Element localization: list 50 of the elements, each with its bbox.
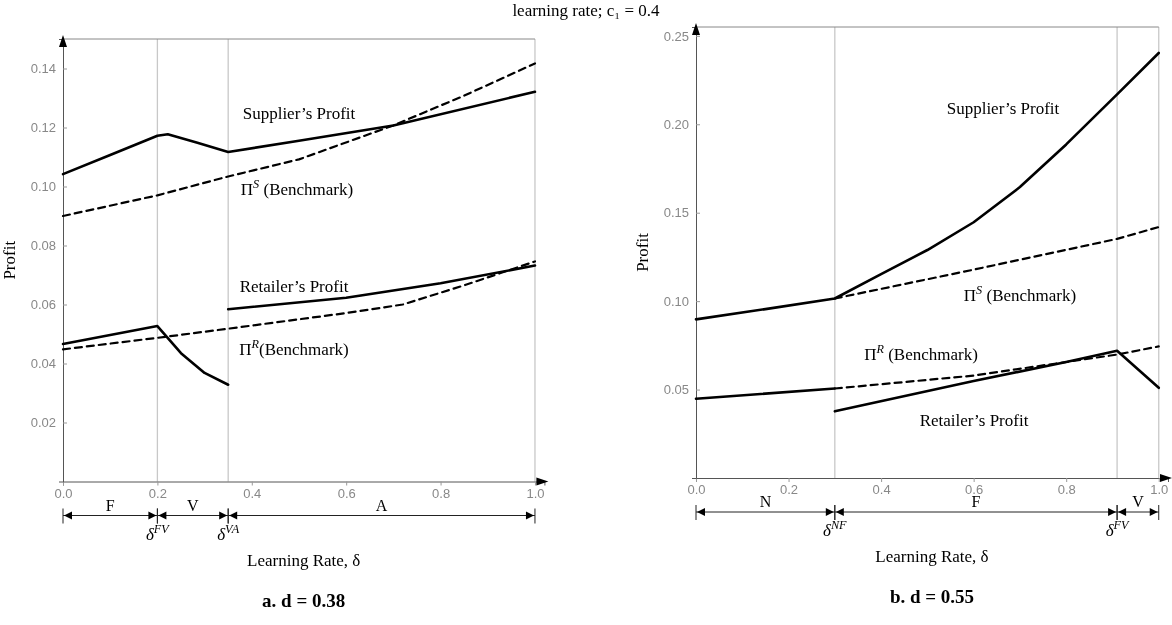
x-tick-label: 0.4 — [243, 485, 262, 501]
annotation: Supplier’s Profit — [242, 103, 356, 123]
ref-line-label: δ$^{FV}$ — [1105, 518, 1131, 540]
annotation: Π$^{R}$(Benchmark) — [239, 336, 349, 359]
x-tick-label: 0.8 — [432, 485, 451, 501]
annotation: Supplier’s Profit — [946, 98, 1060, 118]
x-tick-label: 0.8 — [1057, 482, 1076, 498]
ref-line-label: δ$^{FV}$ — [145, 521, 171, 544]
annotation: Π$^{R}$ (Benchmark) — [864, 341, 978, 364]
x-axis-title: Learning Rate, δ — [247, 550, 361, 570]
y-axis-title: Profit — [0, 240, 19, 280]
text: b. d = 0.55 — [889, 586, 975, 607]
y-tick-label: 0.06 — [30, 297, 56, 313]
text: V — [1132, 493, 1145, 510]
x-tick-label: 0.0 — [54, 485, 73, 501]
text: N — [759, 493, 772, 510]
x-tick-label: 0.4 — [872, 482, 891, 498]
text: F — [971, 493, 981, 510]
x-tick-label: 0.6 — [337, 485, 356, 501]
x-tick-label: 1.0 — [526, 485, 545, 501]
line-series — [694, 51, 1161, 321]
y-axis-title: Profit — [633, 232, 652, 272]
text: F — [105, 496, 115, 514]
ref-line-label: δ$^{VA}$ — [217, 521, 240, 544]
annotation: Π$^{S}$ (Benchmark) — [240, 176, 354, 199]
y-tick-label: 0.05 — [663, 382, 689, 398]
y-tick-label: 0.10 — [663, 293, 689, 309]
y-tick-label: 0.02 — [30, 415, 56, 431]
annotation: Retailer’s Profit — [919, 410, 1029, 430]
ref-line-label: δ$^{NF}$ — [823, 518, 848, 540]
y-tick-label: 0.20 — [663, 116, 689, 132]
y-tick-label: 0.08 — [30, 238, 56, 254]
annotation: Π$^{S}$ (Benchmark) — [963, 282, 1077, 305]
text: a. d = 0.38 — [262, 589, 346, 611]
text: A — [375, 496, 388, 514]
text: V — [187, 496, 200, 514]
annotation: Retailer’s Profit — [239, 276, 349, 296]
x-tick-label: 0.0 — [687, 482, 706, 498]
x-tick-label: 0.2 — [148, 485, 167, 501]
y-tick-label: 0.14 — [30, 61, 56, 77]
line-series — [61, 62, 537, 218]
x-axis-title: Learning Rate, δ — [875, 547, 989, 566]
y-tick-label: 0.10 — [30, 179, 56, 195]
y-tick-label: 0.25 — [663, 28, 689, 44]
y-tick-label: 0.15 — [663, 205, 689, 221]
y-tick-label: 0.12 — [30, 120, 56, 136]
text: learning rate; c₁ = 0.4 — [512, 1, 661, 20]
y-tick-label: 0.04 — [30, 356, 56, 372]
x-tick-label: 0.2 — [780, 482, 799, 498]
x-tick-label: 1.0 — [1150, 482, 1169, 498]
